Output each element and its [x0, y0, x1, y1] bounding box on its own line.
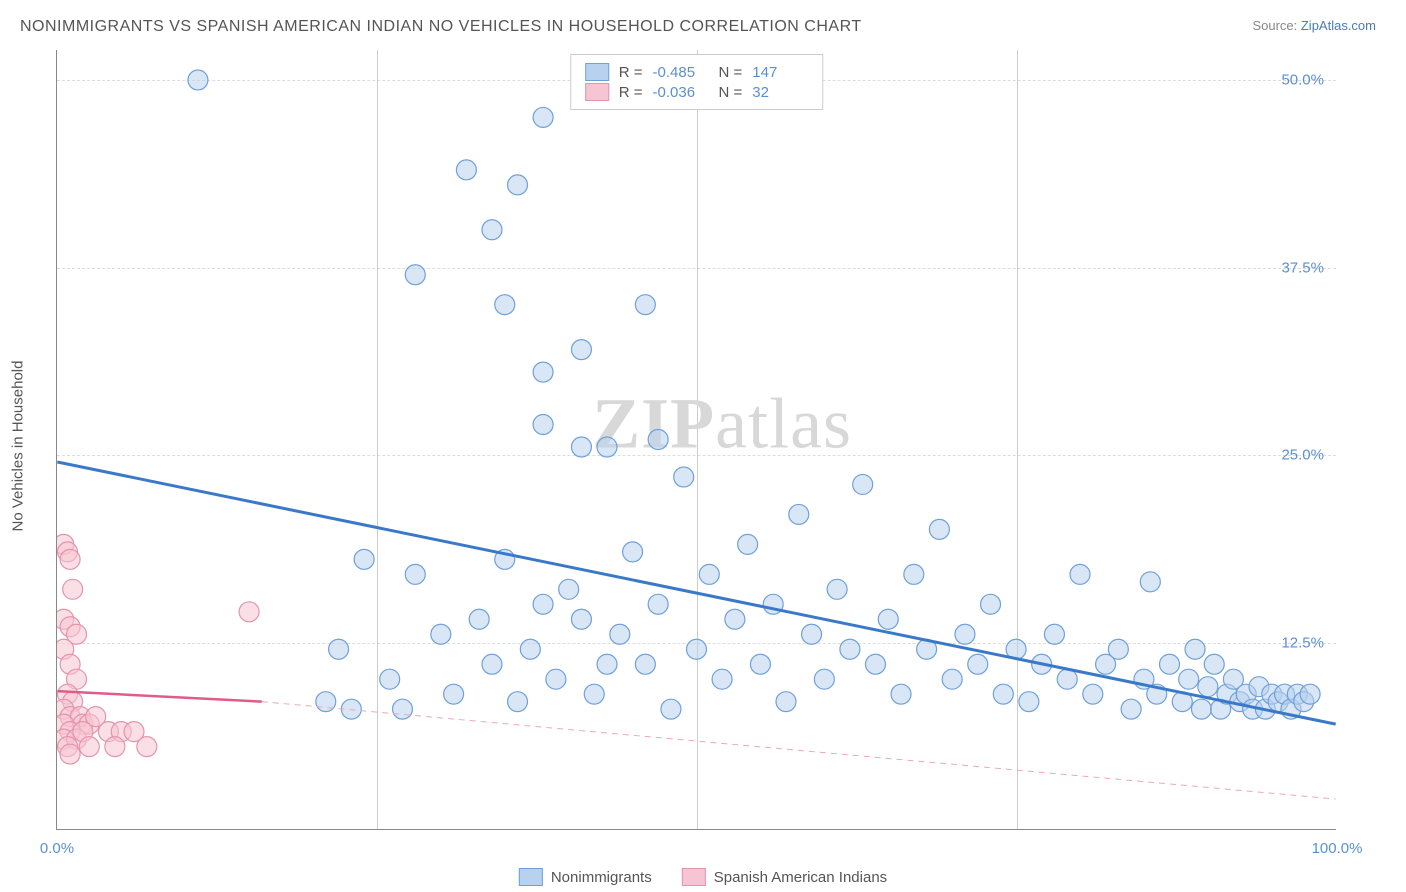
swatch-spanish-american-indians — [585, 83, 609, 101]
chart-plot-area: ZIPatlas R = -0.485 N = 147 R = -0.036 N… — [56, 50, 1336, 830]
legend-item-nonimmigrants: Nonimmigrants — [519, 868, 652, 886]
legend-correlation: R = -0.485 N = 147 R = -0.036 N = 32 — [570, 54, 824, 110]
legend-row-spanish-american-indians: R = -0.036 N = 32 — [585, 83, 809, 101]
x-tick-label: 100.0% — [1312, 840, 1363, 857]
scatter-svg — [57, 50, 1336, 829]
source-link[interactable]: ZipAtlas.com — [1301, 18, 1376, 33]
source-attribution: Source: ZipAtlas.com — [1252, 18, 1376, 33]
chart-title: NONIMMIGRANTS VS SPANISH AMERICAN INDIAN… — [20, 18, 862, 36]
legend-row-nonimmigrants: R = -0.485 N = 147 — [585, 63, 809, 81]
y-axis-label: No Vehicles in Household — [10, 361, 27, 532]
swatch-nonimmigrants-icon — [519, 868, 543, 886]
swatch-nonimmigrants — [585, 63, 609, 81]
swatch-spanish-american-indians-icon — [682, 868, 706, 886]
legend-item-spanish-american-indians: Spanish American Indians — [682, 868, 887, 886]
source-prefix: Source: — [1252, 18, 1300, 33]
x-tick-label: 0.0% — [40, 840, 74, 857]
legend-series: Nonimmigrants Spanish American Indians — [519, 868, 887, 886]
